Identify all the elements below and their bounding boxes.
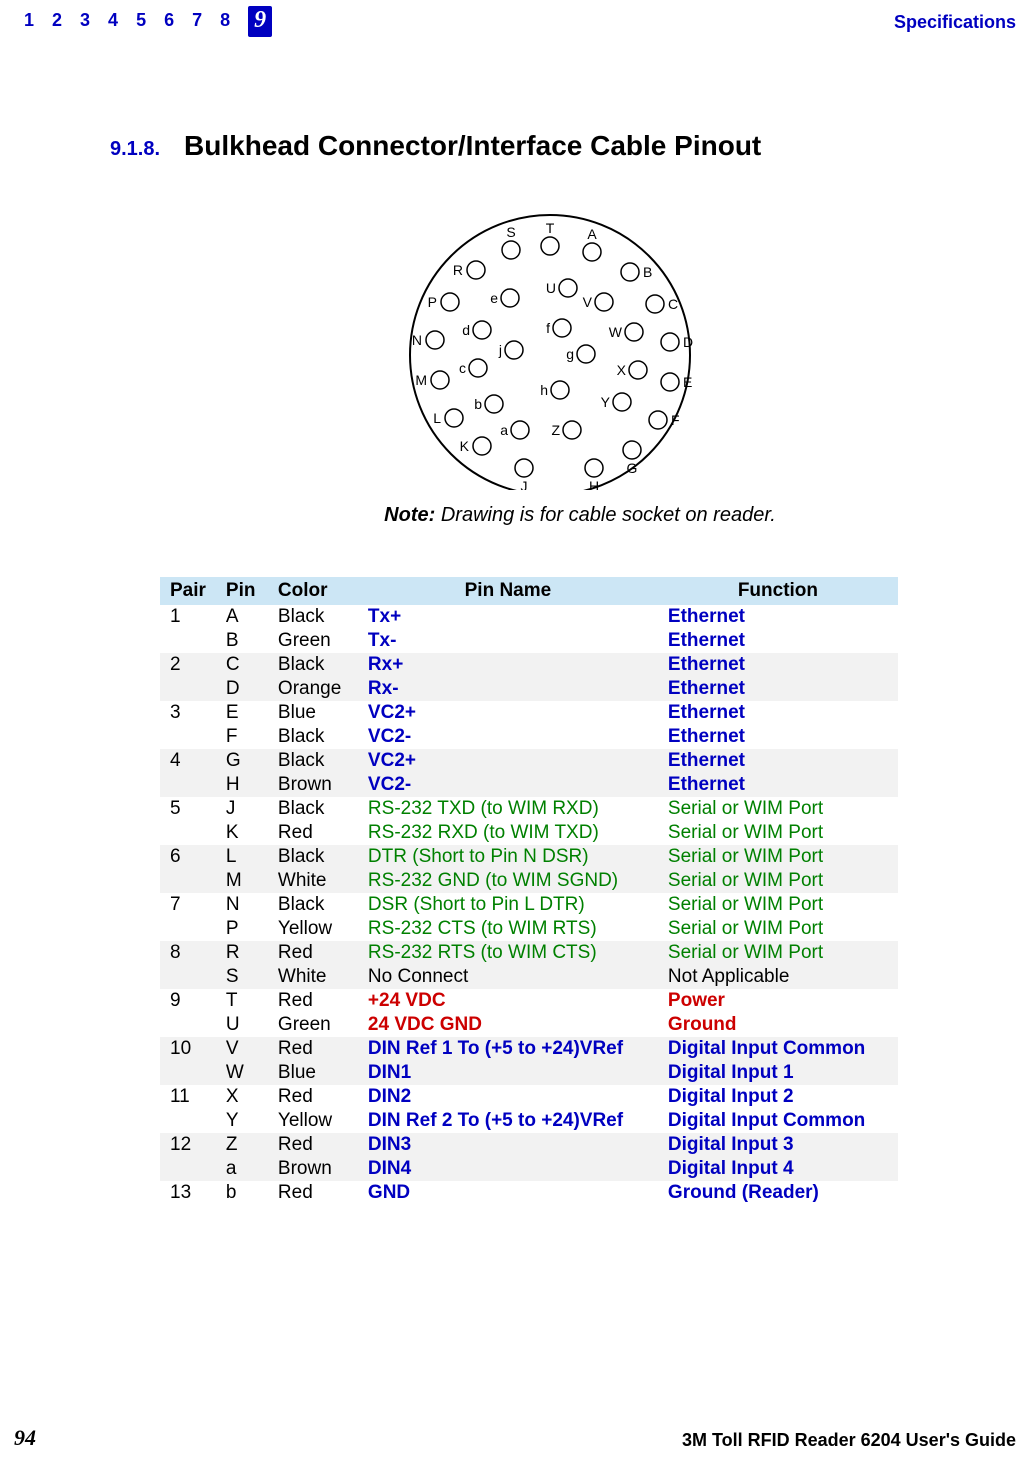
table-row: 6LBlackDTR (Short to Pin N DSR)Serial or… — [160, 845, 898, 869]
table-row: 5JBlackRS-232 TXD (to WIM RXD)Serial or … — [160, 797, 898, 821]
table-row: 8RRedRS-232 RTS (to WIM CTS)Serial or WI… — [160, 941, 898, 965]
th-pin: Pin — [216, 577, 268, 605]
svg-text:S: S — [506, 224, 515, 240]
table-row: UGreen24 VDC GNDGround — [160, 1013, 898, 1037]
svg-text:F: F — [671, 412, 680, 428]
svg-text:c: c — [459, 360, 466, 376]
nav-item-8[interactable]: 8 — [220, 10, 230, 37]
table-row: WBlueDIN1Digital Input 1 — [160, 1061, 898, 1085]
svg-text:D: D — [683, 334, 693, 350]
table-row: 11XRedDIN2Digital Input 2 — [160, 1085, 898, 1109]
table-row: HBrownVC2-Ethernet — [160, 773, 898, 797]
table-row: MWhiteRS-232 GND (to WIM SGND)Serial or … — [160, 869, 898, 893]
svg-text:N: N — [412, 332, 422, 348]
svg-text:j: j — [498, 342, 502, 358]
nav-item-3[interactable]: 3 — [80, 10, 90, 37]
svg-text:L: L — [433, 410, 441, 426]
connector-svg: T A S B R C P D N E M F L G K H J U Ve Wf d j g Xc h Yb Za — [350, 180, 750, 490]
nav-item-2[interactable]: 2 — [52, 10, 62, 37]
table-row: FBlackVC2-Ethernet — [160, 725, 898, 749]
svg-text:Z: Z — [551, 422, 560, 438]
svg-text:G: G — [627, 460, 638, 476]
nav-item-5[interactable]: 5 — [136, 10, 146, 37]
page-number: 94 — [14, 1425, 36, 1451]
nav-item-6[interactable]: 6 — [164, 10, 174, 37]
table-row: 9TRed+24 VDCPower — [160, 989, 898, 1013]
svg-text:h: h — [540, 382, 548, 398]
chapter-nav: 123456789 — [24, 10, 272, 37]
table-row: YYellowDIN Ref 2 To (+5 to +24)VRefDigit… — [160, 1109, 898, 1133]
svg-text:P: P — [428, 294, 437, 310]
svg-text:d: d — [462, 322, 470, 338]
table-row: 2CBlackRx+Ethernet — [160, 653, 898, 677]
section-number: 9.1.8. — [110, 138, 160, 161]
table-row: 3EBlueVC2+Ethernet — [160, 701, 898, 725]
nav-item-7[interactable]: 7 — [192, 10, 202, 37]
note: Note: Drawing is for cable socket on rea… — [170, 504, 990, 527]
table-row: 4GBlackVC2+Ethernet — [160, 749, 898, 773]
svg-text:f: f — [546, 320, 550, 336]
svg-text:e: e — [490, 290, 498, 306]
table-row: aBrownDIN4Digital Input 4 — [160, 1157, 898, 1181]
section-heading: 9.1.8. Bulkhead Connector/Interface Cabl… — [110, 130, 990, 162]
table-row: 10VRedDIN Ref 1 To (+5 to +24)VRefDigita… — [160, 1037, 898, 1061]
th-name: Pin Name — [358, 577, 658, 605]
svg-text:J: J — [521, 478, 528, 490]
table-row: BGreenTx-Ethernet — [160, 629, 898, 653]
svg-text:U: U — [546, 280, 556, 296]
svg-text:b: b — [474, 396, 482, 412]
svg-text:M: M — [415, 372, 427, 388]
table-row: 12ZRedDIN3Digital Input 3 — [160, 1133, 898, 1157]
th-pair: Pair — [160, 577, 216, 605]
svg-text:R: R — [453, 262, 463, 278]
svg-text:K: K — [460, 438, 470, 454]
table-row: DOrangeRx-Ethernet — [160, 677, 898, 701]
table-row: SWhiteNo ConnectNot Applicable — [160, 965, 898, 989]
th-func: Function — [658, 577, 898, 605]
svg-text:V: V — [583, 294, 593, 310]
svg-text:X: X — [617, 362, 627, 378]
svg-text:E: E — [683, 374, 692, 390]
doc-title: 3M Toll RFID Reader 6204 User's Guide — [682, 1430, 1016, 1451]
pinout-table: Pair Pin Color Pin Name Function 1ABlack… — [160, 577, 898, 1205]
svg-text:A: A — [587, 226, 597, 242]
svg-text:C: C — [668, 296, 678, 312]
section-body: 9.1.8. Bulkhead Connector/Interface Cabl… — [110, 130, 990, 1205]
note-label: Note: — [384, 504, 435, 526]
svg-text:Y: Y — [601, 394, 611, 410]
connector-diagram: T A S B R C P D N E M F L G K H J U Ve Wf d j g Xc h Yb Za — [110, 180, 990, 490]
table-header-row: Pair Pin Color Pin Name Function — [160, 577, 898, 605]
nav-item-9[interactable]: 9 — [248, 6, 272, 37]
svg-text:g: g — [566, 346, 574, 362]
section-title: Bulkhead Connector/Interface Cable Pinou… — [184, 130, 761, 162]
header-section-label: Specifications — [894, 12, 1016, 33]
svg-text:a: a — [500, 422, 508, 438]
th-color: Color — [268, 577, 358, 605]
nav-item-4[interactable]: 4 — [108, 10, 118, 37]
table-row: 13bRedGNDGround (Reader) — [160, 1181, 898, 1205]
nav-item-1[interactable]: 1 — [24, 10, 34, 37]
table-row: 7NBlackDSR (Short to Pin L DTR)Serial or… — [160, 893, 898, 917]
svg-text:T: T — [546, 220, 555, 236]
svg-text:B: B — [643, 264, 652, 280]
svg-text:W: W — [609, 324, 623, 340]
table-row: PYellowRS-232 CTS (to WIM RTS)Serial or … — [160, 917, 898, 941]
table-row: KRedRS-232 RXD (to WIM TXD)Serial or WIM… — [160, 821, 898, 845]
svg-text:H: H — [589, 478, 599, 490]
table-row: 1ABlackTx+Ethernet — [160, 605, 898, 629]
note-text: Drawing is for cable socket on reader. — [435, 504, 776, 526]
